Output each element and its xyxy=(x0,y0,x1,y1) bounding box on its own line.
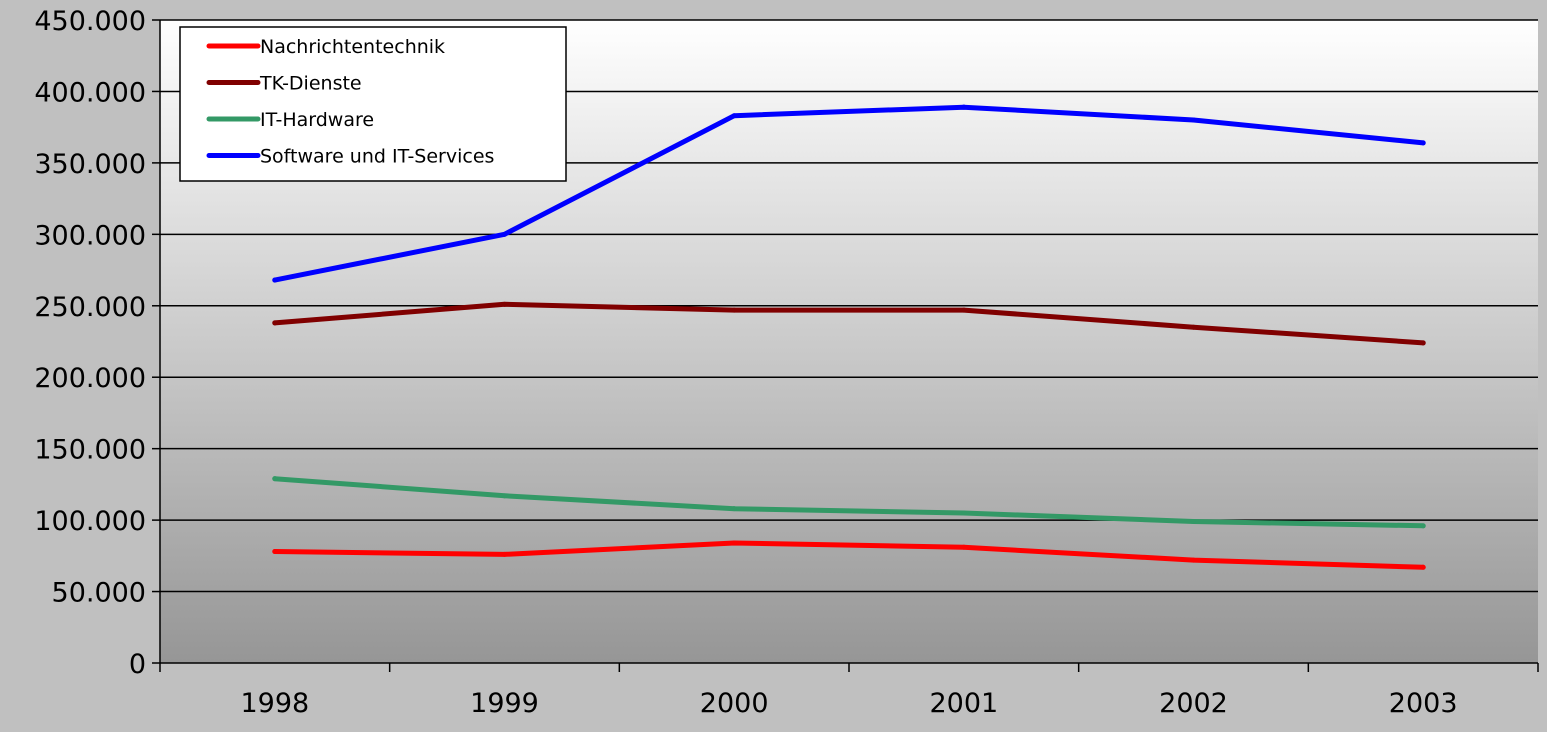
legend-label: Nachrichtentechnik xyxy=(260,36,445,58)
y-tick-label: 450.000 xyxy=(34,6,146,37)
data-point xyxy=(502,551,507,557)
data-point xyxy=(731,540,737,546)
data-point xyxy=(502,493,507,499)
x-tick-label: 1999 xyxy=(470,688,539,719)
data-point xyxy=(961,104,967,110)
x-tick-label: 2000 xyxy=(700,688,769,719)
axes: 0 50.000 100.000 150.000 200.000 250.000 300.0… xyxy=(34,6,1539,719)
legend: Nachrichtentechnik TK-Dienste IT-Hardware S… xyxy=(179,26,567,182)
y-tick-label: 250.000 xyxy=(34,292,146,323)
y-tick-label: 200.000 xyxy=(34,363,146,394)
data-point xyxy=(961,544,967,550)
data-point xyxy=(961,307,967,313)
y-tick-label: 400.000 xyxy=(34,77,146,108)
series-line-3 xyxy=(272,104,1426,283)
data-point xyxy=(731,113,737,119)
series-lines xyxy=(272,104,1426,570)
data-point xyxy=(1191,117,1196,123)
x-tick-label: 2002 xyxy=(1159,688,1228,719)
y-tick-label: 100.000 xyxy=(34,506,146,537)
data-point xyxy=(1191,557,1196,563)
y-tick-label: 150.000 xyxy=(34,435,146,466)
data-point xyxy=(272,277,278,283)
data-point xyxy=(731,307,737,313)
data-point xyxy=(1420,523,1426,529)
data-point xyxy=(1420,340,1426,346)
x-tick-label: 2001 xyxy=(929,688,998,719)
x-tick-label: 2003 xyxy=(1389,688,1458,719)
data-point xyxy=(272,320,278,326)
data-point xyxy=(272,549,278,555)
legend-label: IT-Hardware xyxy=(260,109,374,131)
data-point xyxy=(1191,519,1196,525)
data-point xyxy=(961,510,967,516)
y-tick-label: 0 xyxy=(129,649,146,680)
data-point xyxy=(731,506,737,512)
y-tick-label: 300.000 xyxy=(34,220,146,251)
y-tick-label: 350.000 xyxy=(34,149,146,180)
series-line-0 xyxy=(272,540,1426,570)
data-point xyxy=(272,476,278,482)
y-tick-label: 50.000 xyxy=(52,578,146,609)
data-point xyxy=(1191,324,1196,330)
legend-label: Software und IT-Services xyxy=(260,146,494,168)
data-point xyxy=(502,231,507,237)
series-line-1 xyxy=(272,301,1426,346)
data-point xyxy=(1420,564,1426,570)
legend-label: TK-Dienste xyxy=(259,73,362,95)
x-tick-label: 1998 xyxy=(240,688,309,719)
series-line-2 xyxy=(272,476,1426,529)
data-point xyxy=(502,301,507,307)
data-point xyxy=(1420,140,1426,146)
